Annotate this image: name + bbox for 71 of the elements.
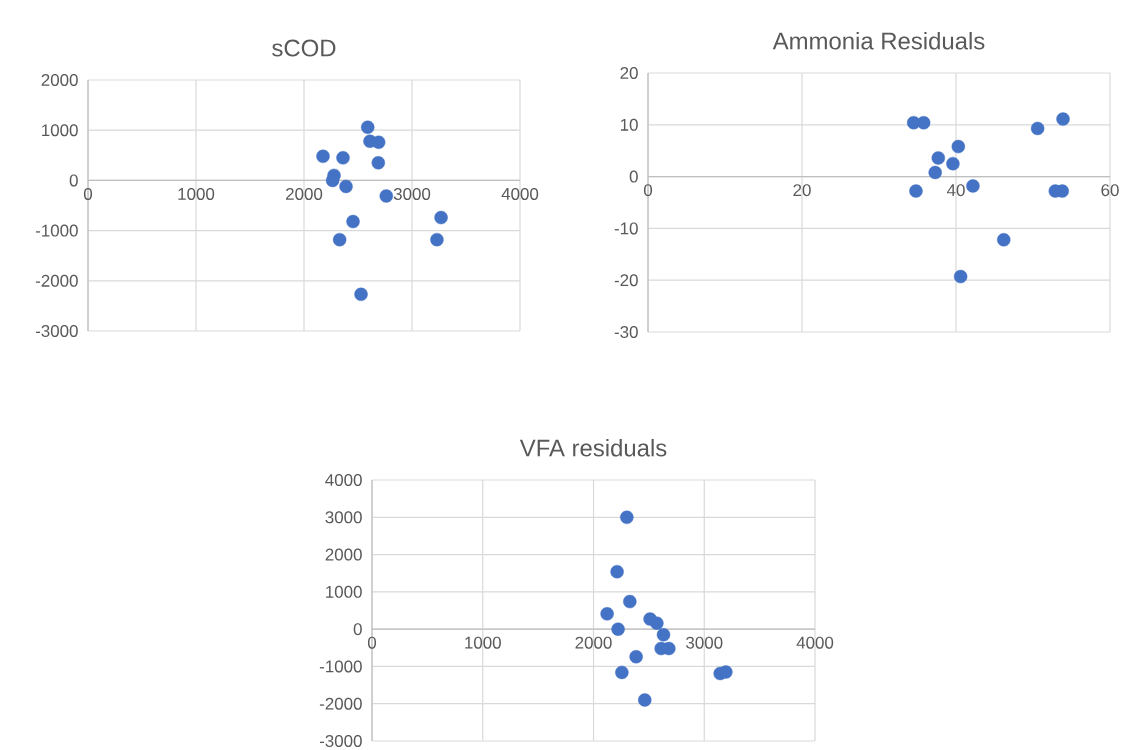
y-tick-label: 0 xyxy=(629,170,638,183)
x-tick-label: 2000 xyxy=(286,187,323,200)
x-tick-label: 3000 xyxy=(686,636,723,649)
y-tick-label: -30 xyxy=(614,325,638,338)
chart-title: Ammonia Residuals xyxy=(772,31,985,50)
point xyxy=(346,214,360,229)
x-tick-label: 0 xyxy=(643,183,653,196)
y-tick-label: -1000 xyxy=(35,224,78,237)
point xyxy=(638,693,652,707)
x-tick-label: 0 xyxy=(367,636,377,649)
point xyxy=(629,649,643,664)
point xyxy=(361,120,375,134)
point xyxy=(719,665,733,679)
y-tick-label: 0 xyxy=(69,174,78,187)
point xyxy=(650,616,664,630)
point xyxy=(1030,121,1045,135)
chart-title: sCOD xyxy=(272,39,336,57)
y-tick-label: 10 xyxy=(620,118,638,131)
y-tick-label: 1000 xyxy=(326,585,362,598)
x-tick-label: 0 xyxy=(83,187,93,200)
point xyxy=(339,179,353,193)
x-tick-label: 4000 xyxy=(796,636,834,649)
y-tick-label: -10 xyxy=(614,222,638,235)
y-tick-label: -3000 xyxy=(35,324,78,337)
y-tick-label: 2000 xyxy=(325,548,362,561)
y-tick-label: -20 xyxy=(614,274,638,287)
point xyxy=(623,594,637,609)
point xyxy=(931,151,945,165)
y-tick-label: 1000 xyxy=(42,124,78,137)
point xyxy=(371,135,386,149)
y-tick-label: 20 xyxy=(620,66,638,79)
x-tick-label: 2000 xyxy=(575,636,612,649)
point xyxy=(600,607,614,621)
point xyxy=(611,622,625,636)
point xyxy=(336,150,350,165)
x-tick-label: 3000 xyxy=(393,187,431,200)
point xyxy=(316,149,330,163)
point xyxy=(946,156,960,171)
x-tick-label: 40 xyxy=(946,183,965,196)
point xyxy=(953,269,968,284)
point xyxy=(928,165,942,180)
x-tick-label: 60 xyxy=(1101,183,1119,196)
y-tick-label: -2000 xyxy=(35,274,78,287)
point xyxy=(656,627,671,642)
chart-title: VFA residuals xyxy=(519,438,667,457)
point xyxy=(332,232,347,247)
x-tick-label: 1000 xyxy=(465,636,501,649)
point xyxy=(615,665,629,679)
point xyxy=(916,115,931,130)
y-tick-label: 4000 xyxy=(325,473,362,486)
point xyxy=(610,564,624,579)
point xyxy=(1056,112,1070,126)
y-tick-label: -3000 xyxy=(319,734,362,747)
point xyxy=(966,179,980,193)
point xyxy=(371,155,386,170)
x-tick-label: 1000 xyxy=(178,187,215,200)
y-tick-label: 3000 xyxy=(325,511,362,524)
x-tick-label: 4000 xyxy=(501,187,539,200)
y-tick-label: -1000 xyxy=(319,660,362,673)
point xyxy=(951,139,966,154)
point xyxy=(434,210,448,225)
point xyxy=(354,287,368,301)
x-tick-label: 20 xyxy=(793,183,811,196)
point xyxy=(620,510,634,524)
y-tick-label: -2000 xyxy=(319,697,362,710)
point xyxy=(997,232,1011,247)
point xyxy=(909,184,923,198)
point xyxy=(430,232,444,247)
point xyxy=(379,189,393,203)
y-tick-label: 2000 xyxy=(41,73,78,86)
y-tick-label: 0 xyxy=(353,623,362,635)
